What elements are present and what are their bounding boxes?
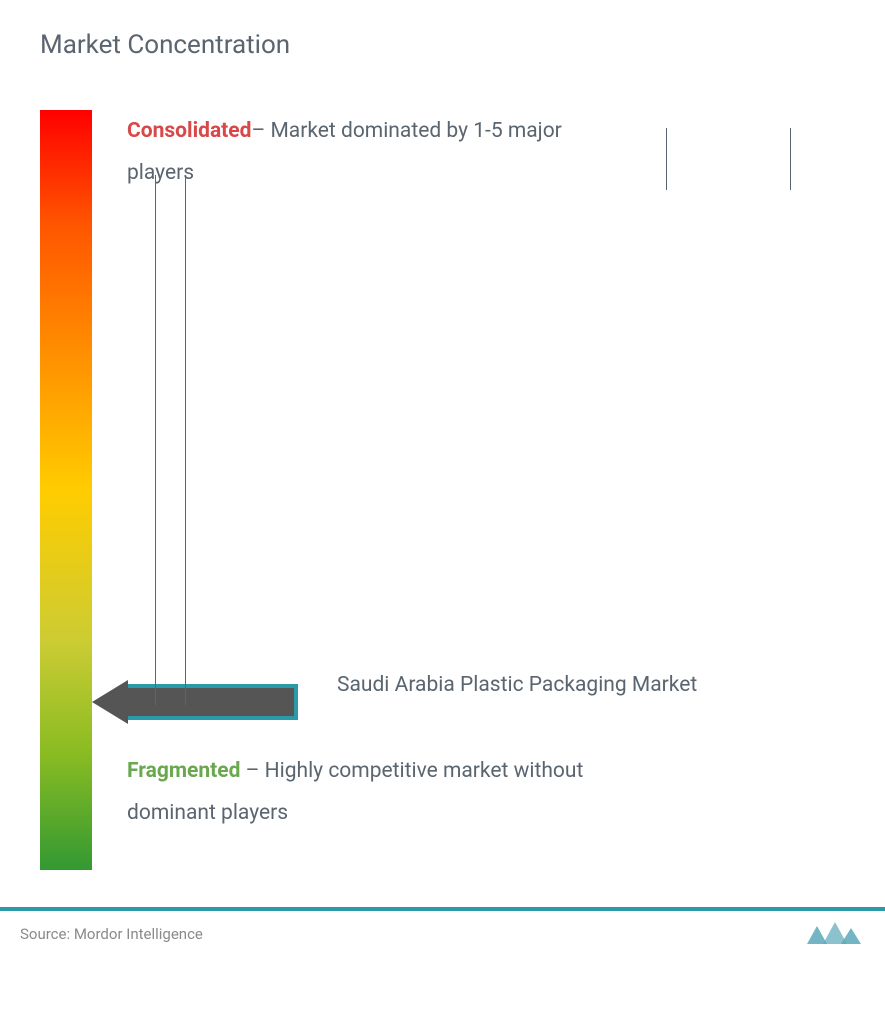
fragmented-description: Fragmented – Highly competitive market w… [127, 750, 583, 834]
page-title: Market Concentration [40, 30, 845, 60]
decorative-line [185, 175, 186, 705]
footer-bar: Source: Mordor Intelligence [0, 907, 885, 949]
content-row: Consolidated– Market dominated by 1-5 ma… [40, 110, 845, 870]
fragmented-desc-line2: dominant players [127, 801, 288, 825]
decorative-line [155, 175, 156, 705]
arrow-head-icon [92, 680, 128, 724]
consolidated-desc-line2: players [127, 161, 194, 185]
market-name-label: Saudi Arabia Plastic Packaging Market [337, 670, 697, 702]
consolidated-label: Consolidated [127, 119, 251, 143]
consolidated-description: Consolidated– Market dominated by 1-5 ma… [127, 110, 562, 194]
concentration-gradient-bar [40, 110, 92, 870]
market-position-arrow [92, 680, 298, 724]
decorative-line [790, 128, 791, 190]
text-area: Consolidated– Market dominated by 1-5 ma… [127, 110, 845, 870]
source-attribution: Source: Mordor Intelligence [20, 925, 203, 943]
decorative-line [666, 128, 667, 190]
consolidated-desc-line1: – Market dominated by 1-5 major [251, 119, 561, 143]
arrow-body [128, 684, 298, 720]
fragmented-label: Fragmented [127, 759, 240, 783]
brand-logo-icon [805, 920, 865, 948]
fragmented-desc-line1: – Highly competitive market without [240, 759, 583, 783]
infographic-container: Market Concentration Consolidated– Marke… [0, 0, 885, 870]
